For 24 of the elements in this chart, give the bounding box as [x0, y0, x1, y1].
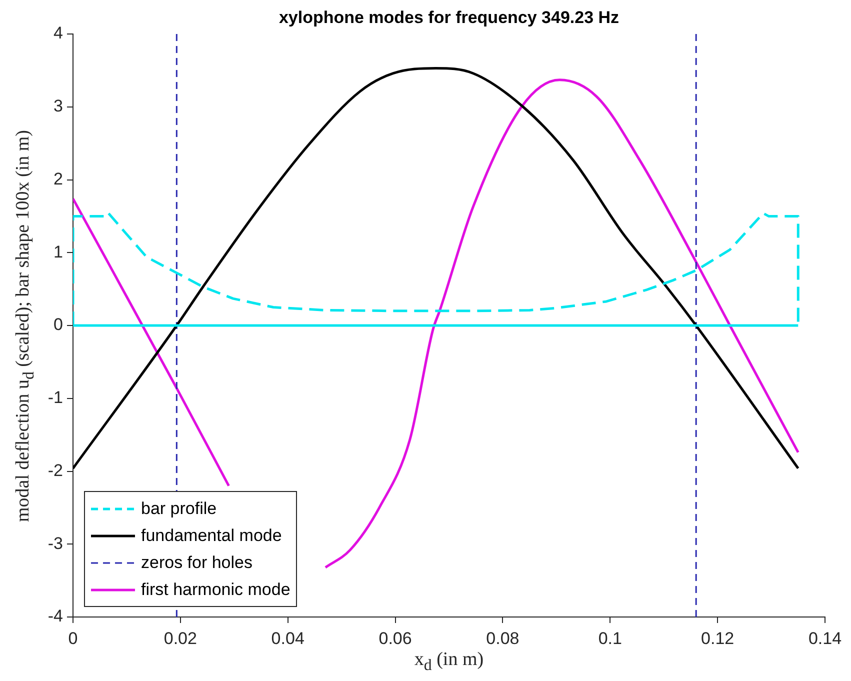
legend-label: bar profile — [141, 498, 217, 518]
x-tick-label: 0.06 — [378, 628, 412, 648]
y-tick-label: 2 — [54, 169, 63, 188]
y-tick-label: 3 — [54, 96, 63, 116]
legend-label: first harmonic mode — [141, 580, 290, 600]
y-tick-label: -4 — [48, 606, 63, 626]
x-tick-label: 0 — [68, 628, 78, 648]
y-tick-label: 1 — [54, 242, 63, 262]
y-tick-label: -2 — [48, 460, 63, 480]
y-tick-label: -3 — [48, 534, 63, 553]
x-tick-label: 0.04 — [271, 628, 304, 648]
x-tick-label: 0.12 — [701, 628, 734, 648]
x-tick-label: 0.02 — [164, 628, 197, 648]
x-tick-label: 0.1 — [598, 628, 622, 648]
legend-label: fundamental mode — [141, 526, 282, 546]
x-axis-title: x$_{d}$ (in m) — [413, 649, 485, 675]
chart-title: xylophone modes for frequency 349.23 Hz — [278, 8, 620, 28]
line-series — [73, 67, 800, 470]
y-tick-label: 4 — [54, 24, 63, 43]
x-tick-label: 0.14 — [808, 628, 842, 648]
legend-label: zeros for holes — [141, 552, 252, 572]
x-tick-label: 0.08 — [486, 628, 520, 648]
y-tick-label: -1 — [48, 388, 63, 408]
y-tick-label: 0 — [54, 315, 63, 334]
